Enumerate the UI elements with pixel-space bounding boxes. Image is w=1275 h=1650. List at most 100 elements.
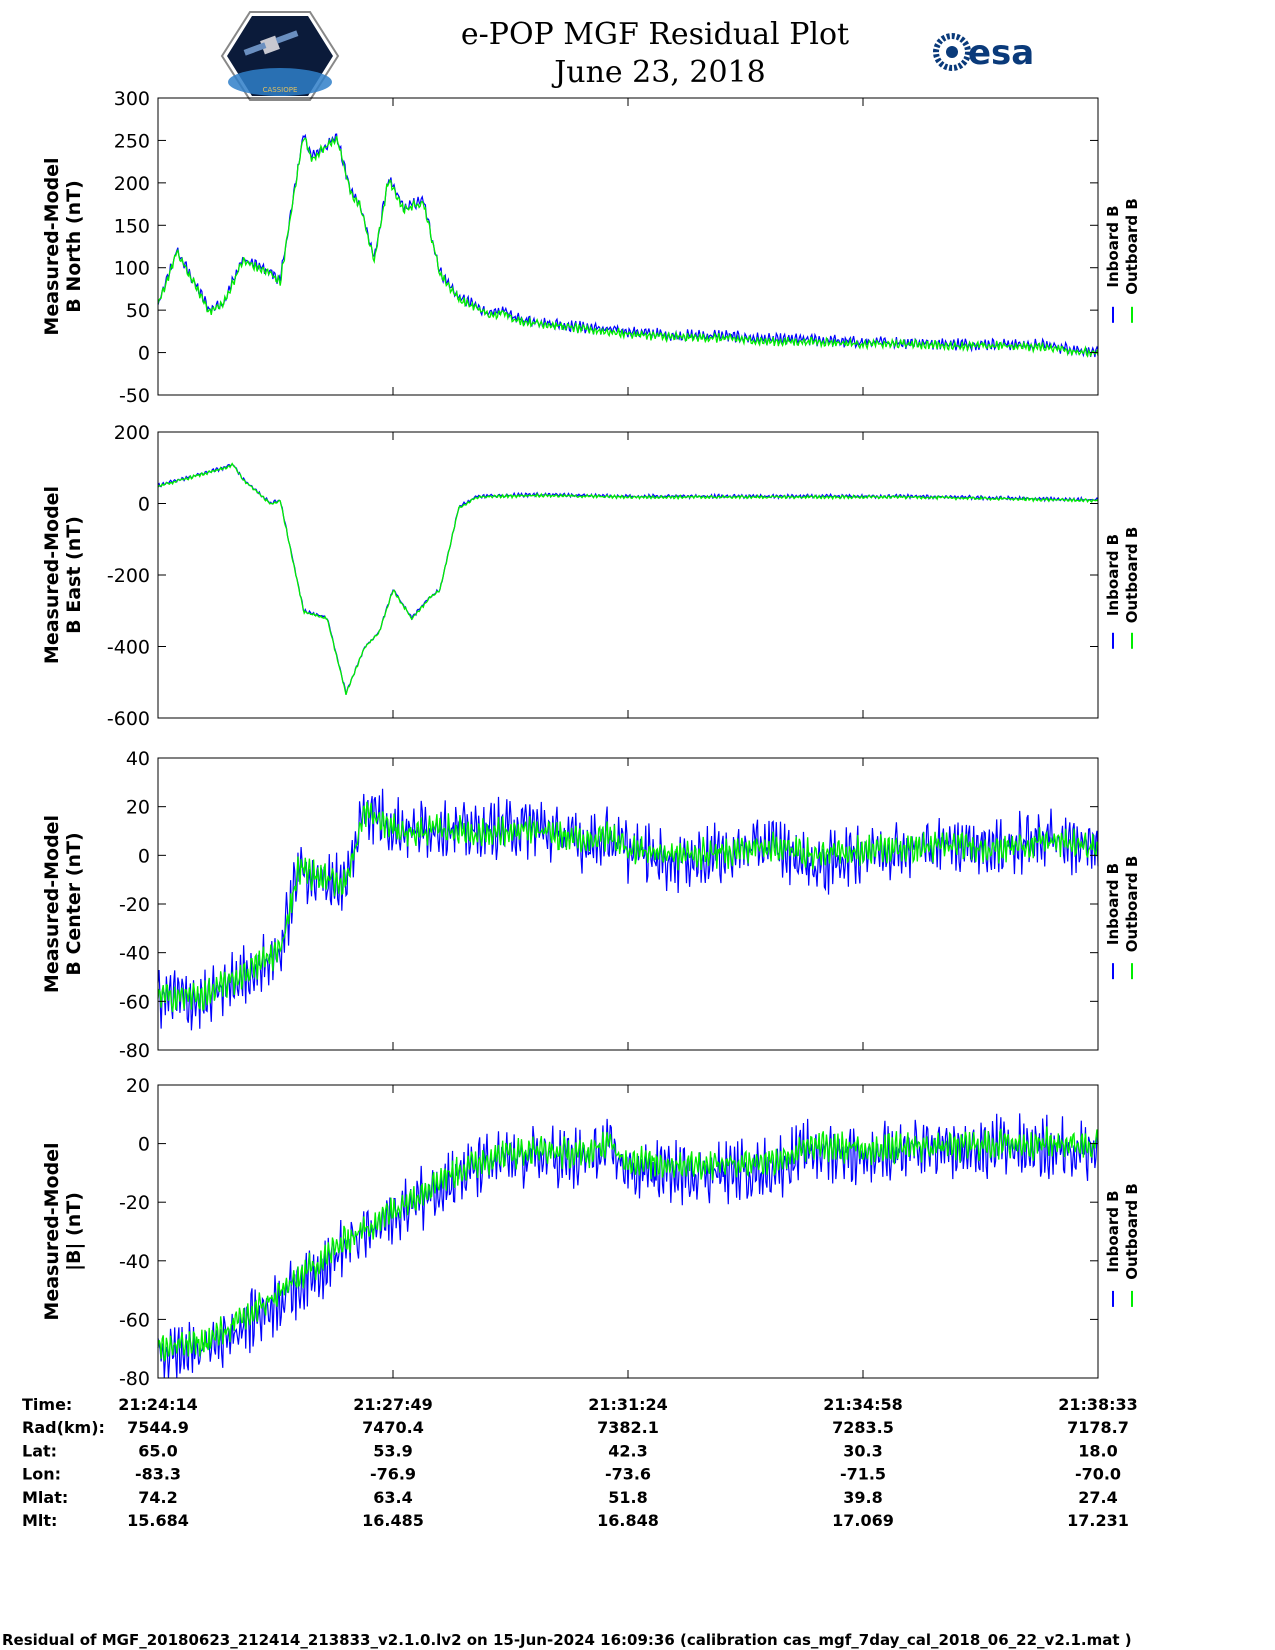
table-cell: 17.231 [1067, 1511, 1129, 1530]
table-row-label: Mlat: [22, 1488, 68, 1507]
table-cell: 21:34:58 [823, 1395, 903, 1414]
table-cell: 16.848 [597, 1511, 659, 1530]
table-row-label: Lat: [22, 1441, 57, 1460]
panel-total: -80 -60 -40 -20 0 20 Measured-Model|B| (nT) Inb… [41, 1075, 1141, 1390]
panel-center: -80 -60 -40 -20 0 20 40 Measured-ModelB Center … [41, 748, 1141, 1062]
table-row-label: Mlt: [22, 1511, 57, 1530]
y-tick-label: 150 [114, 215, 150, 237]
table-cell: -83.3 [135, 1465, 181, 1484]
table-cell: 51.8 [608, 1488, 647, 1507]
y-tick-label: -50 [119, 385, 150, 407]
table-cell: 65.0 [138, 1441, 177, 1460]
legend: Inboard B Outboard B [1104, 527, 1141, 649]
plot-frame [157, 431, 1099, 719]
table-cell: 15.684 [127, 1511, 189, 1530]
legend-outboard-label: Outboard B [1123, 198, 1141, 295]
esa-logo-icon: esa [933, 33, 1034, 73]
y-tick-label: 0 [138, 343, 150, 365]
table-cell: 7470.4 [362, 1418, 424, 1437]
table-cell: 16.485 [362, 1511, 424, 1530]
plot-frame [157, 97, 1099, 396]
y-tick-label: 300 [114, 88, 150, 110]
legend-inboard-label: Inboard B [1104, 1190, 1122, 1272]
table-cell: -70.0 [1075, 1465, 1121, 1484]
series-line-outboard [157, 1126, 1099, 1362]
plot-date: June 23, 2018 [551, 55, 766, 90]
table-cell: 7544.9 [127, 1418, 189, 1437]
table-row-label: Lon: [22, 1465, 61, 1484]
y-axis-label: Measured-ModelB North (nT) [41, 157, 85, 335]
legend-outboard-label: Outboard B [1123, 1183, 1141, 1280]
table-cell: 21:27:49 [353, 1395, 433, 1414]
legend-inboard-label: Inboard B [1104, 534, 1122, 616]
legend-inboard-label: Inboard B [1104, 205, 1122, 287]
y-axis-label: Measured-ModelB East (nT) [41, 486, 85, 664]
y-tick-label: -60 [119, 991, 150, 1013]
y-tick-label: 0 [138, 494, 150, 516]
series-line-inboard [157, 133, 1099, 358]
y-tick-label: 20 [126, 797, 150, 819]
y-tick-label: -80 [119, 1368, 150, 1390]
y-axis-label: Measured-Model|B| (nT) [41, 1142, 85, 1320]
y-tick-label: 20 [126, 1075, 150, 1097]
table-cell: -73.6 [605, 1465, 651, 1484]
y-tick-label: -40 [119, 943, 150, 965]
y-axis-label: Measured-ModelB Center (nT) [41, 815, 85, 993]
table-cell: -71.5 [840, 1465, 886, 1484]
table-cell: 18.0 [1078, 1441, 1117, 1460]
legend-outboard-label: Outboard B [1123, 856, 1141, 953]
y-tick-label: -40 [119, 1251, 150, 1273]
y-tick-label: -20 [119, 1192, 150, 1214]
y-tick-label: -200 [107, 565, 150, 587]
table-cell: 21:38:33 [1058, 1395, 1138, 1414]
plot-frame [157, 757, 1099, 1051]
y-tick-label: 200 [114, 173, 150, 195]
table-cell: -76.9 [370, 1465, 416, 1484]
legend: Inboard B Outboard B [1104, 198, 1141, 323]
series-line-outboard [157, 135, 1099, 358]
y-tick-label: 0 [138, 845, 150, 867]
xaxis-info-table: Time: Rad(km): Lat: Lon: Mlat: Mlt: 21:24:14 75… [22, 1395, 1138, 1530]
y-tick-label: 50 [126, 300, 150, 322]
legend: Inboard B Outboard B [1104, 856, 1141, 980]
y-tick-label: 0 [138, 1134, 150, 1156]
y-tick-label: 100 [114, 258, 150, 280]
table-cell: 7382.1 [597, 1418, 659, 1437]
table-cell: 7283.5 [832, 1418, 894, 1437]
table-row-label: Time: [22, 1395, 72, 1414]
legend-inboard-label: Inboard B [1104, 863, 1122, 945]
footer-caption: Residual of MGF_20180623_212414_213833_v… [2, 1631, 1132, 1649]
plot-frame [157, 1084, 1099, 1379]
table-cell: 7178.7 [1067, 1418, 1129, 1437]
y-tick-label: -600 [107, 708, 150, 730]
table-cell: 21:24:14 [118, 1395, 198, 1414]
panel-north: -50 0 50 100 150 200 250 300 Measured-ModelB Nor… [41, 88, 1141, 407]
series-line-outboard [157, 462, 1099, 695]
table-cell: 63.4 [373, 1488, 412, 1507]
table-row-label: Rad(km): [22, 1418, 105, 1437]
legend: Inboard B Outboard B [1104, 1183, 1141, 1307]
table-cell: 21:31:24 [588, 1395, 668, 1414]
y-tick-label: -80 [119, 1040, 150, 1062]
legend-outboard-label: Outboard B [1123, 527, 1141, 624]
table-cell: 39.8 [843, 1488, 882, 1507]
svg-text:esa: esa [968, 33, 1034, 73]
y-tick-label: 250 [114, 130, 150, 152]
y-tick-label: 200 [114, 422, 150, 444]
series-line-outboard [157, 801, 1099, 1013]
y-tick-label: -60 [119, 1309, 150, 1331]
y-tick-label: 40 [126, 748, 150, 770]
table-cell: 27.4 [1078, 1488, 1117, 1507]
series-line-inboard [157, 788, 1099, 1031]
plot-title: e-POP MGF Residual Plot [461, 17, 849, 52]
series-line-inboard [157, 1113, 1099, 1379]
table-cell: 74.2 [138, 1488, 177, 1507]
table-cell: 42.3 [608, 1441, 647, 1460]
table-cell: 17.069 [832, 1511, 894, 1530]
y-tick-label: -20 [119, 894, 150, 916]
y-tick-label: -400 [107, 637, 150, 659]
table-cell: 53.9 [373, 1441, 412, 1460]
svg-text:CASSIOPE: CASSIOPE [263, 86, 298, 94]
cassiope-satellite-logo-icon: CASSIOPE [220, 11, 340, 101]
